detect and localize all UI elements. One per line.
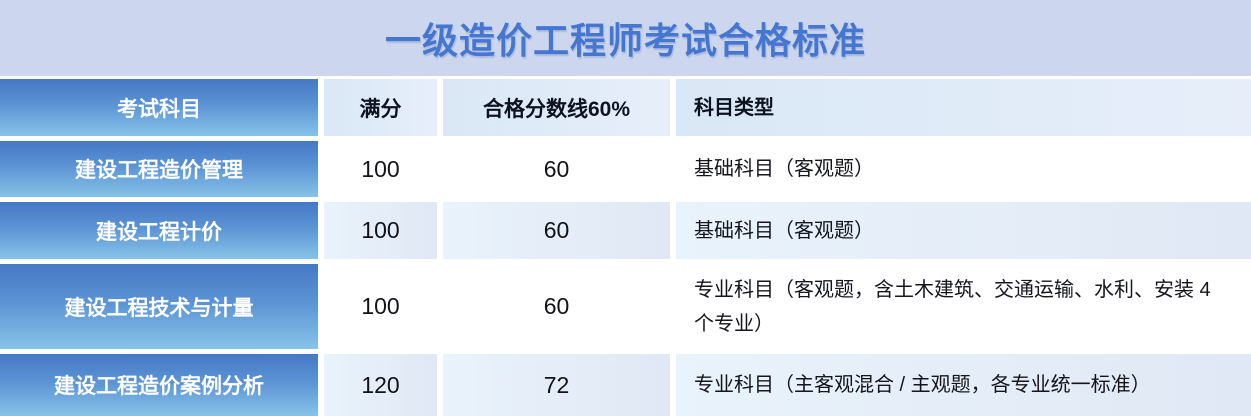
table-row-full-score: 100 <box>324 202 437 259</box>
page-title: 一级造价工程师考试合格标准 <box>384 20 866 61</box>
title-bar: 一级造价工程师考试合格标准 <box>0 0 1251 76</box>
column-header-subject-type: 科目类型 <box>676 79 1251 136</box>
table-row-pass-score: 72 <box>443 354 670 416</box>
table-row-full-score: 100 <box>324 141 437 197</box>
column-header-subject: 考试科目 <box>0 79 318 136</box>
table-row-subject: 建设工程造价案例分析 <box>0 354 318 416</box>
table-row-subject: 建设工程技术与计量 <box>0 264 318 349</box>
table-row-subject-type: 专业科目（客观题，含土木建筑、交通运输、水利、安装 4 个专业） <box>676 264 1251 349</box>
table-row-pass-score: 60 <box>443 141 670 197</box>
column-header-pass-line: 合格分数线60% <box>443 79 670 136</box>
table-row-subject-type: 基础科目（客观题） <box>676 141 1251 197</box>
table-row-pass-score: 60 <box>443 264 670 349</box>
table-row-subject-type: 专业科目（主客观混合 / 主观题，各专业统一标准） <box>676 354 1251 416</box>
table-row-subject: 建设工程计价 <box>0 202 318 259</box>
exam-standards-table: 考试科目 满分 合格分数线60% 科目类型 建设工程造价管理 100 60 基础… <box>0 76 1251 416</box>
table-row-subject: 建设工程造价管理 <box>0 141 318 197</box>
table-row-pass-score: 60 <box>443 202 670 259</box>
table-row-subject-type: 基础科目（客观题） <box>676 202 1251 259</box>
table-row-full-score: 100 <box>324 264 437 349</box>
column-header-full-score: 满分 <box>324 79 437 136</box>
table-row-full-score: 120 <box>324 354 437 416</box>
